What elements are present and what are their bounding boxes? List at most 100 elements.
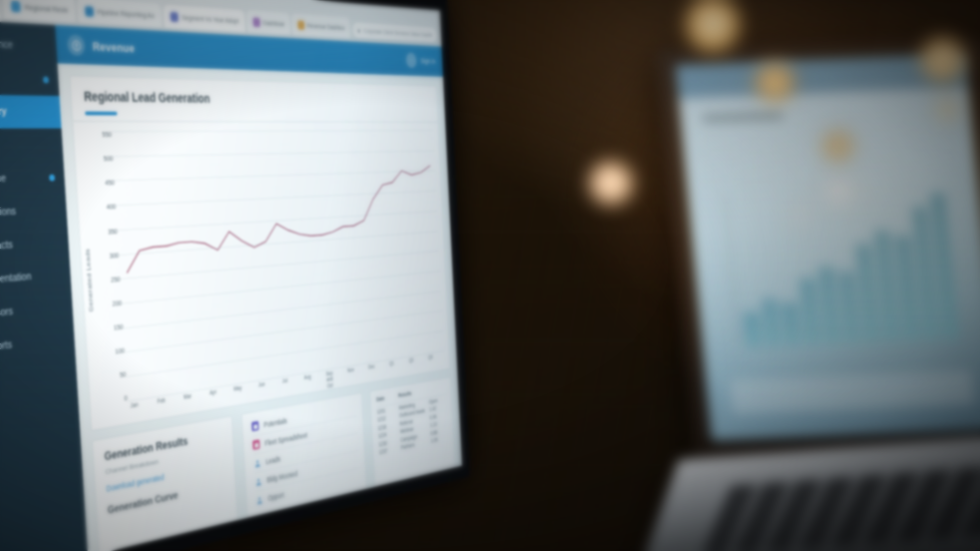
y-tick-label: 250 bbox=[110, 274, 121, 284]
tab-title: Segment Vs Year Adoption bbox=[181, 13, 239, 25]
x-tick-label: May bbox=[233, 385, 242, 393]
active-tab-underline bbox=[84, 111, 118, 116]
x-tick-label bbox=[220, 387, 232, 406]
app-logo-icon bbox=[66, 34, 86, 56]
sidebar-item-reports[interactable]: Reports bbox=[0, 322, 75, 370]
x-tick-label bbox=[168, 395, 181, 415]
browser-tab[interactable]: Regional Review bbox=[2, 0, 76, 23]
lock-icon bbox=[357, 27, 361, 33]
address-bar[interactable]: Corporate Client Services Value Dashboar… bbox=[351, 20, 438, 44]
y-tick-label: 550 bbox=[101, 130, 112, 139]
y-tick-label: 400 bbox=[106, 202, 117, 212]
list-item-label: Bldg Moosed bbox=[266, 468, 298, 484]
chart-panel-header: Regional Lead Generation bbox=[69, 75, 439, 123]
main-content: Revenue Sign in Regional Lead Generation… bbox=[55, 25, 462, 551]
primary-laptop-screen: Project Plans Regional Review Pipeline R… bbox=[0, 0, 462, 551]
secondary-laptop-keyboard bbox=[701, 460, 980, 551]
sidebar-item-label: Revenue bbox=[0, 172, 7, 186]
sidebar-item-quotes[interactable]: Quotes bbox=[0, 128, 63, 163]
list-item-label: Opport bbox=[267, 490, 285, 503]
tab-title: Revenue Dashboard bbox=[306, 21, 345, 32]
person-icon bbox=[256, 495, 263, 506]
x-tick-label bbox=[142, 399, 156, 419]
chart-plot-area: Jan Feb Mar Apr May Jun Jul Aug Sep and Oct Nov De… bbox=[111, 129, 445, 424]
secondary-screen-title-block bbox=[702, 112, 783, 122]
x-tick-label bbox=[244, 383, 256, 402]
x-tick-label bbox=[397, 359, 407, 376]
x-tick-label: Q3 bbox=[428, 354, 433, 361]
sidebar-item-label: Operations bbox=[0, 205, 17, 220]
list-item-label: Potentials bbox=[263, 416, 288, 429]
browser-tab-active[interactable]: Segment Vs Year Adoption bbox=[163, 4, 246, 33]
secondary-laptop-screen bbox=[675, 53, 980, 442]
browser-tab[interactable]: Pipeline Reporting Acme bbox=[76, 0, 163, 28]
list-item-label: Leads bbox=[265, 454, 281, 466]
tab-favicon-icon bbox=[170, 11, 179, 22]
app-title: Revenue bbox=[92, 38, 135, 55]
y-tick-label: 50 bbox=[119, 370, 127, 380]
calendar-icon bbox=[251, 420, 259, 432]
y-tick-label: 150 bbox=[113, 322, 124, 332]
x-tick-label: Sep and Oct bbox=[325, 370, 334, 389]
y-tick-label: 100 bbox=[114, 346, 125, 356]
secondary-laptop bbox=[635, 36, 980, 551]
app-header-user[interactable]: Sign in bbox=[420, 56, 436, 66]
sidebar-item-label: Segmentation bbox=[0, 270, 32, 288]
y-tick-label: 200 bbox=[112, 298, 122, 308]
x-tick-label: Feb bbox=[157, 397, 166, 406]
x-tick-label bbox=[313, 372, 324, 390]
tab-title: Pipeline Reporting Acme bbox=[96, 7, 156, 20]
table-column-header: Results bbox=[398, 391, 412, 399]
tab-favicon-icon bbox=[84, 5, 94, 17]
y-tick-label: 0 bbox=[124, 394, 128, 403]
avatar[interactable] bbox=[405, 52, 417, 69]
y-tick-label: 500 bbox=[103, 154, 114, 163]
table-column-header: Date bbox=[376, 396, 385, 404]
x-tick-label bbox=[435, 353, 444, 369]
browser-tab[interactable]: Revenue Dashboard bbox=[291, 13, 351, 39]
x-tick-label bbox=[335, 369, 346, 387]
person-icon bbox=[255, 476, 262, 487]
x-tick-label bbox=[268, 379, 280, 397]
x-tick-label: Q1 bbox=[389, 360, 395, 368]
y-tick-label: 300 bbox=[109, 250, 120, 260]
sidebar-item-label: Reports bbox=[0, 339, 13, 355]
tab-title: Dashboard bbox=[262, 18, 285, 28]
sidebar-item-performance[interactable]: Performance bbox=[0, 24, 57, 63]
x-tick-label bbox=[356, 365, 366, 382]
sidebar-item-label: Summary bbox=[0, 105, 8, 118]
x-tick-label: Jun bbox=[258, 381, 266, 389]
x-tick-label: Aug bbox=[303, 374, 312, 382]
sidebar-item-label: Advisors bbox=[0, 305, 14, 321]
sidebar-badge-dot bbox=[42, 75, 49, 83]
tab-favicon-icon bbox=[10, 0, 21, 12]
trend-line-path bbox=[121, 165, 434, 273]
x-tick-label: Q2 bbox=[408, 357, 414, 364]
x-tick-label bbox=[194, 391, 207, 410]
sidebar-item-clients[interactable]: Clients bbox=[0, 59, 59, 96]
sidebar-item-summary[interactable]: Summary bbox=[0, 93, 62, 129]
address-bar-url: Corporate Client Services Value Dashboar… bbox=[363, 26, 433, 39]
x-tick-label: Jul bbox=[282, 378, 288, 385]
x-tick-label: Mar bbox=[183, 393, 192, 401]
app-shell: Performance Clients Summary Quotes bbox=[0, 17, 462, 551]
x-tick-label: Jan bbox=[130, 402, 139, 410]
chart-container: Generated Leads 550 500 450 400 350 300 250 200… bbox=[72, 121, 451, 432]
browser-tab[interactable]: Project Plans bbox=[0, 0, 1, 19]
sidebar-item-label: Contracts bbox=[0, 239, 14, 254]
tab-favicon-icon bbox=[252, 16, 261, 27]
tab-favicon-icon bbox=[297, 19, 305, 30]
y-tick-label: 350 bbox=[107, 226, 118, 236]
sidebar-item-revenue[interactable]: Revenue bbox=[0, 161, 65, 198]
x-tick-label: Dec bbox=[368, 364, 375, 371]
secondary-screen-bars bbox=[731, 180, 959, 348]
primary-laptop: Project Plans Regional Review Pipeline R… bbox=[0, 0, 471, 551]
y-tick-label: 450 bbox=[104, 178, 115, 188]
browser-tab[interactable]: Dashboard bbox=[246, 10, 291, 35]
x-tick-label: Apr bbox=[209, 389, 217, 397]
secondary-screen-footer bbox=[729, 370, 976, 415]
mini-table-card: Date Results 1201 Marketing Open 1212 Outbound… bbox=[369, 376, 456, 487]
spreadsheet-icon bbox=[252, 439, 261, 450]
x-tick-label bbox=[377, 362, 387, 379]
